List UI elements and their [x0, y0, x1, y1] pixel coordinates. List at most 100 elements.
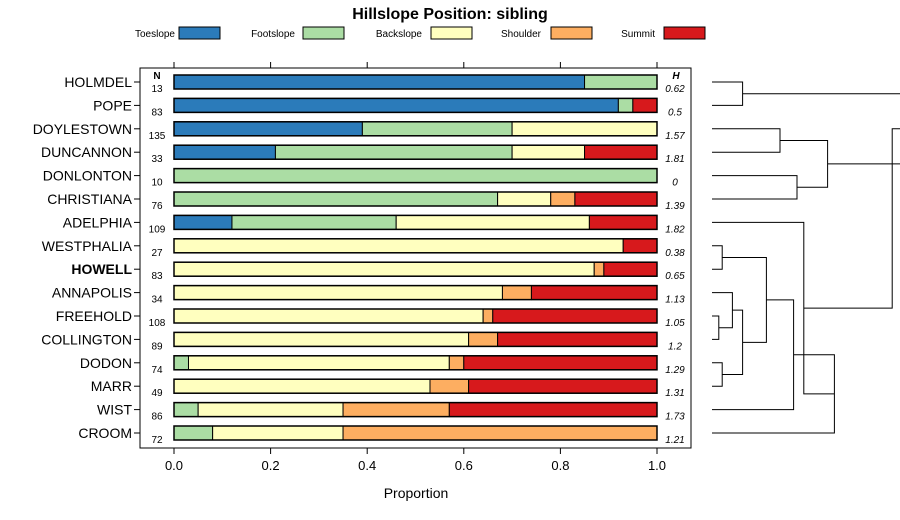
x-axis: 0.0 0.2 0.4 0.6 0.8 1.0	[165, 62, 666, 473]
bar-outline-christiana	[173, 191, 658, 207]
bar-outline-wist	[173, 401, 658, 418]
n-value-pope: 83	[151, 107, 163, 118]
bar-marr-backslope	[173, 378, 431, 394]
n-value-dodon: 74	[151, 365, 163, 376]
bar-duncannon-toeslope	[173, 144, 276, 160]
bar-wist-summit	[448, 402, 658, 418]
bar-outline-croom	[173, 425, 658, 441]
plot-frame	[139, 67, 692, 449]
bar-outline-annapolis	[173, 284, 658, 301]
h-header: H	[672, 71, 680, 82]
h-value-doylestown: 1.57	[665, 131, 685, 142]
n-column: N 13 83 135 33 10 76 109 27 83 34 108 89 74 49 86 72	[149, 71, 166, 446]
dendrogram-merge-11	[712, 299, 795, 411]
bar-pope-toeslope	[173, 97, 619, 113]
n-value-donlonton: 10	[151, 178, 163, 189]
bar-marr-shoulder	[429, 378, 470, 394]
bar-westphalia-backslope	[173, 238, 624, 254]
bar-christiana-summit	[574, 191, 658, 207]
bar-croom-backslope	[212, 425, 344, 441]
bar-duncannon-backslope	[511, 144, 586, 160]
x-tick-label-1: 0.2	[262, 458, 280, 473]
bar-outline-freehold	[173, 308, 658, 324]
h-value-adelphia: 1.82	[665, 224, 685, 235]
bar-adelphia-backslope	[395, 214, 590, 230]
bar-wist-backslope	[197, 402, 344, 418]
bar-collington-shoulder	[468, 331, 499, 347]
h-value-croom: 1.21	[665, 435, 684, 446]
bar-outline-dodon	[173, 355, 658, 371]
bar-holmdel-footslope	[584, 74, 658, 90]
bar-freehold-backslope	[173, 308, 484, 324]
n-value-howell: 83	[151, 271, 163, 282]
x-axis-title: Proportion	[384, 485, 449, 501]
bar-outline-donlonton	[173, 167, 658, 184]
bar-freehold-summit	[492, 308, 658, 324]
dendrogram-merge-14	[803, 128, 900, 309]
bar-outline-doylestown	[173, 121, 658, 137]
h-value-howell: 0.65	[665, 271, 685, 282]
bar-christiana-backslope	[497, 191, 552, 207]
bar-howell-shoulder	[593, 261, 605, 277]
bar-westphalia-summit	[622, 238, 658, 254]
h-value-christiana: 1.39	[665, 201, 685, 212]
category-label-donlonton: DONLONTON	[43, 168, 132, 184]
category-label-doylestown: DOYLESTOWN	[33, 121, 132, 137]
category-label-holmdel: HOLMDEL	[64, 74, 132, 90]
bar-outline-collington	[173, 331, 658, 348]
category-label-pope: POPE	[93, 97, 132, 113]
legend-label-backslope: Backslope	[376, 29, 423, 40]
bar-doylestown-backslope	[511, 121, 658, 137]
category-label-croom: CROOM	[78, 425, 132, 441]
bar-outline-marr	[173, 378, 658, 394]
bar-holmdel-toeslope	[173, 74, 586, 90]
legend-swatch-footslope	[302, 26, 345, 40]
bar-annapolis-backslope	[173, 285, 503, 301]
category-labels: HOLMDEL POPE DOYLESTOWN DUNCANNON DONLONTON C…	[33, 74, 140, 441]
legend-label-toeslope: Toeslope	[135, 29, 175, 40]
bar-howell-summit	[603, 261, 658, 277]
n-value-adelphia: 109	[149, 224, 166, 235]
category-label-howell: HOWELL	[71, 261, 132, 277]
bar-duncannon-summit	[584, 144, 658, 160]
h-value-donlonton: 0	[672, 178, 678, 189]
category-label-marr: MARR	[91, 378, 132, 394]
bar-collington-summit	[497, 331, 658, 347]
n-value-marr: 49	[151, 388, 163, 399]
n-value-wist: 86	[151, 412, 163, 423]
bar-dodon-shoulder	[448, 355, 465, 371]
x-tick-label-4: 0.8	[551, 458, 569, 473]
bar-pope-footslope	[617, 97, 634, 113]
bar-wist-shoulder	[342, 402, 450, 418]
legend-label-footslope: Footslope	[251, 29, 295, 40]
legend-label-summit: Summit	[621, 29, 655, 40]
n-value-doylestown: 135	[149, 131, 166, 142]
bar-outline-holmdel	[173, 74, 658, 90]
dendrogram-merge-8	[712, 362, 723, 387]
bar-wist-footslope	[173, 402, 199, 418]
n-value-croom: 72	[151, 435, 163, 446]
bar-dodon-footslope	[173, 355, 189, 371]
bar-annapolis-shoulder	[501, 285, 532, 301]
h-value-collington: 1.2	[668, 341, 682, 352]
bar-adelphia-summit	[588, 214, 658, 230]
n-header: N	[153, 71, 160, 82]
n-value-westphalia: 27	[151, 248, 163, 259]
dendrogram-merge-4	[742, 93, 900, 165]
n-value-freehold: 108	[149, 318, 166, 329]
h-value-wist: 1.73	[665, 412, 685, 423]
dendrogram-merge-0	[712, 81, 744, 106]
dendrogram-merge-5	[712, 245, 723, 270]
bar-croom-shoulder	[342, 425, 658, 441]
x-tick-label-0: 0.0	[165, 458, 183, 473]
bar-outline-pope	[173, 97, 658, 114]
chart-title: Hillslope Position: sibling	[352, 6, 548, 23]
x-tick-label-3: 0.6	[455, 458, 473, 473]
bar-marr-summit	[468, 378, 658, 394]
h-column: H 0.62 0.5 1.57 1.81 0 1.39 1.82 0.38 0.65 1.13 1.…	[665, 71, 685, 446]
bar-christiana-shoulder	[550, 191, 576, 207]
n-value-collington: 89	[151, 341, 163, 352]
h-value-freehold: 1.05	[665, 318, 685, 329]
n-value-annapolis: 34	[151, 295, 163, 306]
category-label-christiana: CHRISTIANA	[47, 191, 132, 207]
